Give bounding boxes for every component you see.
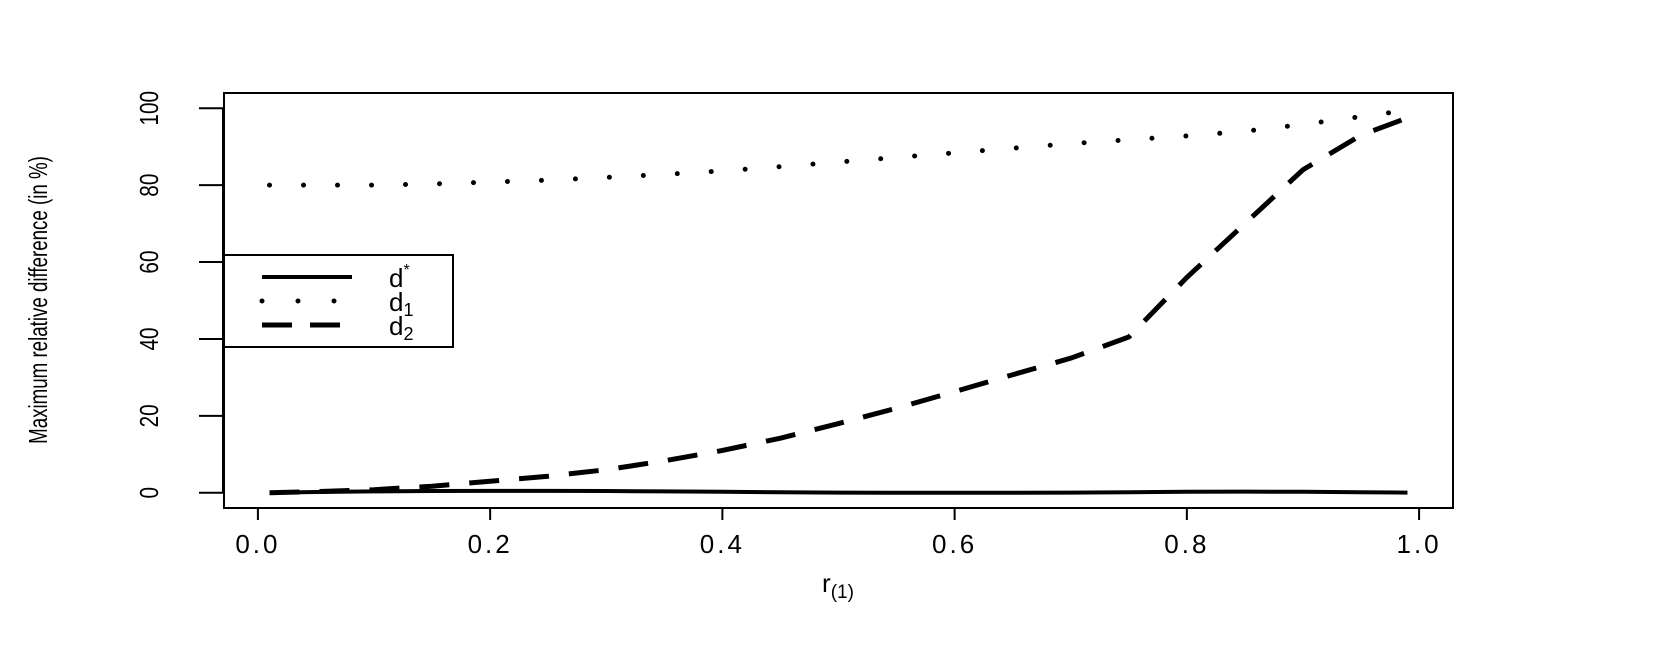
x-axis-label: r(1) <box>822 568 854 603</box>
y-tick-label: 0 <box>135 487 164 499</box>
y-tick-label: 100 <box>135 91 164 126</box>
x-tick-label: 1.0 <box>1397 529 1442 559</box>
y-tick-label: 80 <box>135 174 164 197</box>
y-tick-label: 40 <box>135 327 164 350</box>
x-tick-label: 0.0 <box>235 529 280 559</box>
series-line <box>269 115 1409 496</box>
y-tick-label: 20 <box>135 404 164 427</box>
series-line <box>269 488 1408 495</box>
legend-box <box>223 254 454 348</box>
legend-sup: * <box>403 262 409 279</box>
x-label-sub: (1) <box>831 582 854 603</box>
legend-sub: 2 <box>403 324 413 344</box>
legend-label: d* <box>389 262 410 293</box>
legend-name: d <box>389 263 403 293</box>
legend-label: d2 <box>389 311 413 344</box>
y-axis-label: Maximum relative difference (in %) <box>23 156 53 444</box>
x-label-main: r <box>822 568 831 598</box>
legend-sub: 1 <box>403 300 413 320</box>
legend-name: d <box>389 311 403 341</box>
y-tick-label: 60 <box>135 250 164 273</box>
x-tick-label: 0.4 <box>700 529 745 559</box>
legend-label: d1 <box>389 287 413 320</box>
x-tick-label: 0.8 <box>1164 529 1209 559</box>
x-tick-label: 0.2 <box>468 529 513 559</box>
legend-name: d <box>389 287 403 317</box>
x-tick-label: 0.6 <box>932 529 977 559</box>
series-line <box>267 107 1410 188</box>
